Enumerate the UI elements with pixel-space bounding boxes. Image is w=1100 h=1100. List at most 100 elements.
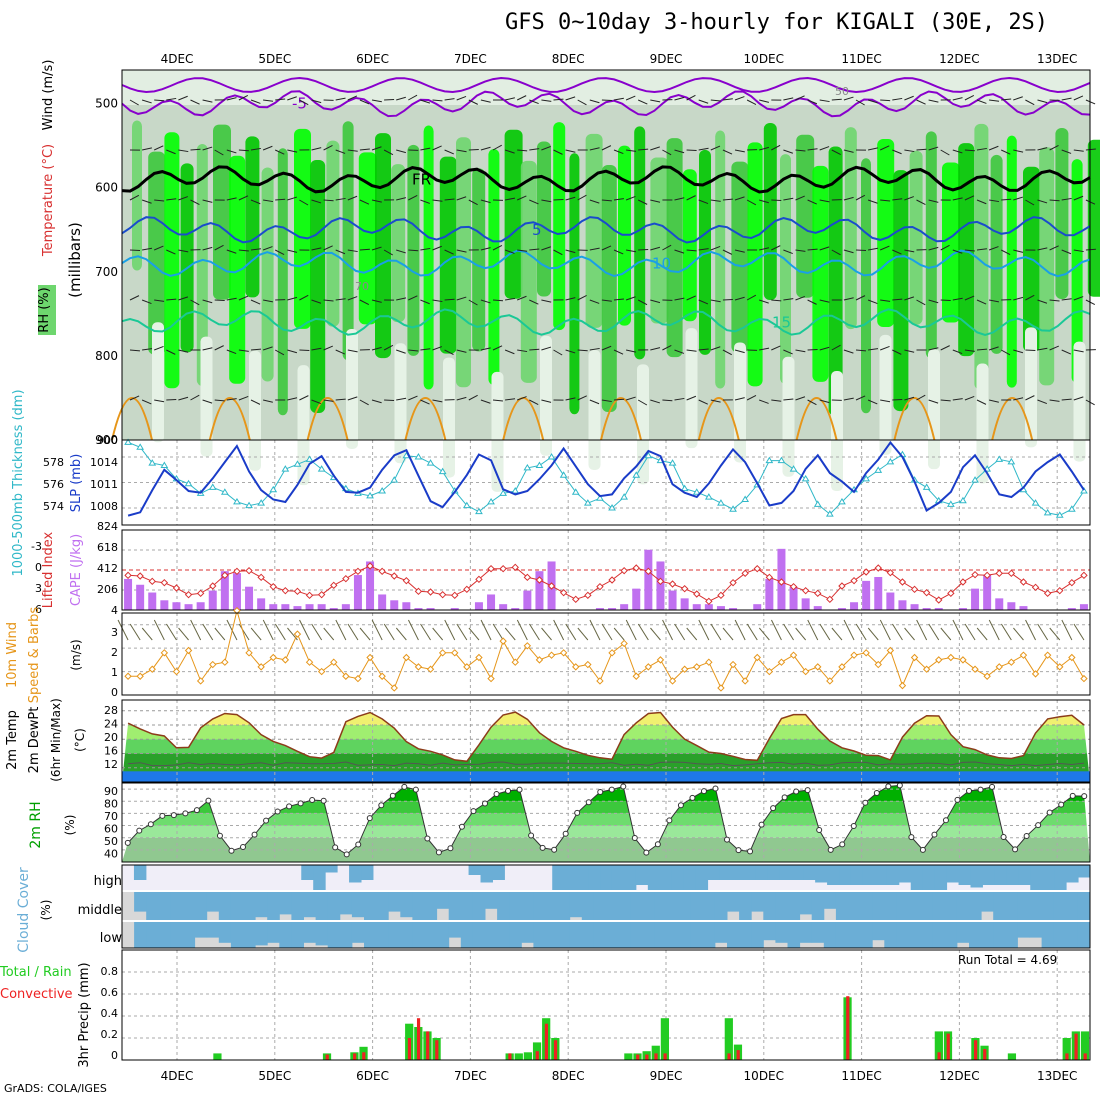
wind-speed-line-point: [438, 649, 447, 657]
cape-bar: [341, 604, 350, 610]
cloud-cell: [982, 865, 995, 885]
wind-barb: [819, 299, 830, 303]
rh-shading-band: [520, 160, 537, 383]
wind-barb: [492, 245, 503, 251]
cloud-cell: [635, 865, 649, 885]
precip-conv-bar: [937, 1052, 941, 1060]
precip-conv-bar: [1074, 1033, 1078, 1060]
wind-barb: [299, 395, 309, 401]
cape-bar: [366, 561, 375, 610]
wind-barb: [577, 194, 587, 201]
cloud-cell: [581, 892, 595, 920]
wind-barb: [178, 349, 189, 353]
thickness-line-point: [317, 465, 326, 472]
cloud-cell: [400, 892, 413, 918]
thickness-line-point: [632, 471, 641, 478]
wind-barb: [613, 349, 624, 355]
wind-barb: [1013, 249, 1024, 253]
rh-line-point: [470, 808, 477, 815]
cape-bar: [353, 575, 362, 610]
thickness-line-point: [741, 495, 750, 502]
cloud-cell: [799, 892, 813, 915]
wind-barb: [1013, 397, 1024, 401]
wind-barb: [492, 345, 503, 351]
wind-barb: [698, 147, 709, 151]
precip-total-bar: [1080, 1031, 1090, 1060]
cloud-cell: [279, 922, 292, 948]
wind-speed-line-point: [753, 653, 761, 662]
lifted-index-line: [128, 565, 1085, 602]
rh-line-point: [424, 835, 431, 842]
rh-axis-label: 2m RH: [28, 801, 44, 848]
wind-barb: [1061, 197, 1072, 201]
wind-barb: [504, 149, 515, 154]
wind-barb: [359, 99, 370, 105]
wind-barb: [238, 349, 249, 352]
lifted-index-line-point: [1043, 589, 1052, 598]
cape-bar: [245, 586, 254, 610]
wind-speed-line-point: [305, 658, 314, 666]
wind-barb: [166, 298, 177, 301]
cloud-cell: [823, 922, 837, 948]
cloud-cell: [932, 922, 946, 948]
wind-speed-line-point: [475, 653, 483, 662]
rh-shading-band: [666, 138, 683, 358]
wind-barb: [480, 146, 491, 151]
thickness-line-point: [293, 460, 302, 467]
cloud-cell: [751, 922, 764, 948]
rh-dry-column: [200, 336, 213, 457]
wind-barb: [504, 627, 516, 641]
cloud-cell: [956, 922, 970, 943]
cape-bar: [934, 608, 943, 610]
cloud-cell: [944, 892, 958, 920]
wind-barb: [1013, 349, 1024, 354]
wind-barb: [819, 346, 830, 351]
slp-tick: 1011: [90, 478, 118, 491]
wind-speed-line-point: [777, 658, 786, 666]
precip-conv-bar: [636, 1054, 640, 1060]
wind-barb: [299, 199, 309, 206]
wind-barb: [928, 146, 939, 151]
rh-dry-column: [928, 349, 940, 470]
wind-barb: [154, 199, 165, 202]
wind-barb: [565, 623, 577, 641]
precip-conv-bar: [654, 1053, 658, 1060]
precip-conv-bar: [508, 1053, 512, 1060]
cloud-cell: [460, 922, 474, 948]
wind-barb: [517, 349, 528, 353]
rh-line-point: [966, 787, 972, 794]
wind-barb: [396, 249, 406, 254]
cloud-cell: [775, 922, 788, 943]
wind-barb: [674, 197, 685, 201]
cloud-cell: [896, 922, 909, 948]
cloud-cell: [218, 892, 232, 920]
wind-barb: [541, 346, 552, 351]
cloud-cell: [1053, 922, 1067, 948]
cloud-cell: [874, 865, 888, 885]
slp-tick: 1014: [90, 456, 118, 469]
rh-line-point: [389, 792, 396, 799]
wind-barb: [577, 627, 589, 641]
thickness-line-point: [462, 501, 471, 509]
lifted-index-line-point: [947, 589, 955, 598]
cloud-cell: [803, 865, 816, 880]
cloud-cell: [291, 922, 304, 948]
wind-barb: [601, 299, 612, 302]
wind-barb: [843, 149, 854, 153]
rh-dry-column: [588, 350, 601, 471]
cloud-cell: [702, 922, 716, 948]
cloud-cell: [206, 892, 220, 912]
wind-barb: [553, 349, 563, 356]
wind-barb: [722, 149, 733, 155]
wind-barb: [468, 627, 480, 641]
wind-barb: [1037, 99, 1048, 104]
cloud-cell: [158, 922, 171, 948]
wind-barb: [964, 623, 976, 641]
wind-barb: [795, 249, 806, 252]
thickness-tick: 578: [43, 456, 64, 469]
temp-tick: 24: [104, 718, 118, 731]
cloud-cell: [315, 892, 329, 920]
cloud-cell: [618, 892, 631, 920]
wind-barb: [1049, 145, 1059, 151]
wind-barb: [371, 246, 382, 251]
